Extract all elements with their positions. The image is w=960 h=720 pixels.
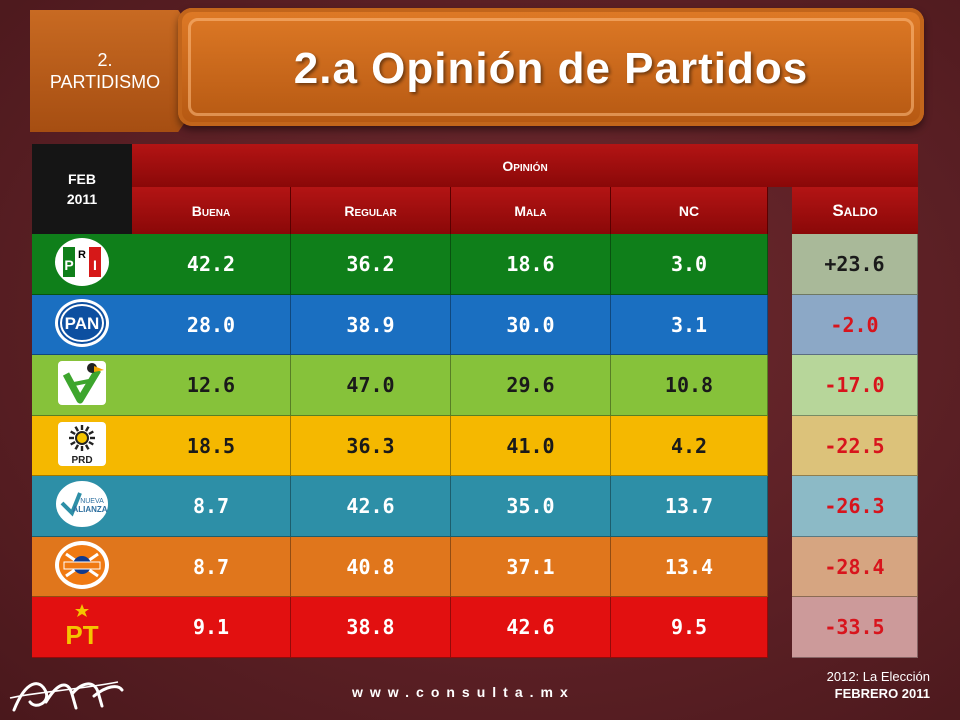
svg-text:ALIANZA: ALIANZA [72,505,107,514]
cell-mala: 35.0 [451,476,611,537]
cell-mala: 30.0 [451,295,611,355]
cell-nc: 13.7 [611,476,768,537]
header-nc-label: NC [678,202,700,219]
prd-logo-icon: PRD [54,419,110,473]
pan-logo-icon: PAN [54,298,110,352]
svg-text:PRD: PRD [71,455,92,466]
footer-event: 2012: La Elección FEBRERO 2011 [827,668,930,702]
cell-saldo: -22.5 [792,416,918,476]
svg-text:I: I [93,257,97,273]
cell-mala: 29.6 [451,355,611,416]
footer-event-date: FEBRERO 2011 [834,686,930,701]
svg-text:PT: PT [65,620,98,650]
cell-saldo: +23.6 [792,234,918,295]
party-logo-cell: PT [32,597,132,658]
cell-buena: 28.0 [132,295,291,355]
header-nc: NC [611,187,768,234]
cell-regular: 38.9 [291,295,451,355]
svg-text:R: R [78,249,86,261]
section-number: 2. [97,50,113,70]
cell-mala: 18.6 [451,234,611,295]
svg-text:PAN: PAN [65,314,100,333]
cell-nc: 3.0 [611,234,768,295]
header-opinion: Opinión [132,144,918,187]
header-regular: Regular [291,187,451,234]
cell-saldo: -28.4 [792,537,918,597]
cell-buena: 18.5 [132,416,291,476]
cell-buena: 8.7 [132,476,291,537]
party-logo-cell: PRD [32,416,132,476]
cell-regular: 47.0 [291,355,451,416]
header-saldo-label: Saldo [832,200,878,220]
date-label: FEB 2011 [32,144,132,234]
header-opinion-label: Opinión [502,157,548,174]
header-mala: Mala [451,187,611,234]
pt-logo-icon: PT [54,600,110,654]
cell-saldo: -17.0 [792,355,918,416]
cell-buena: 8.7 [132,537,291,597]
cell-regular: 36.2 [291,234,451,295]
cell-saldo: -2.0 [792,295,918,355]
cell-mala: 37.1 [451,537,611,597]
footer-event-title: 2012: La Elección [826,669,930,684]
cell-buena: 42.2 [132,234,291,295]
date-month: FEB [68,171,96,187]
party-logo-cell [32,355,132,416]
cell-buena: 9.1 [132,597,291,658]
header-mala-label: Mala [514,202,547,219]
cell-nc: 3.1 [611,295,768,355]
footer-url: www.consulta.mx [352,684,575,700]
nueva-alianza-logo-icon: NUEVA ALIANZA [54,479,110,533]
cell-nc: 13.4 [611,537,768,597]
party-logo-cell: PAN [32,295,132,355]
cell-regular: 38.8 [291,597,451,658]
cell-nc: 4.2 [611,416,768,476]
header-buena-label: Buena [191,202,231,219]
cell-buena: 12.6 [132,355,291,416]
date-year: 2011 [66,191,98,207]
party-logo-cell: NUEVA ALIANZA [32,476,132,537]
cell-saldo: -26.3 [792,476,918,537]
cell-mala: 42.6 [451,597,611,658]
slide-title: 2.a Opinión de Partidos [293,44,809,93]
section-name: PARTIDISMO [49,72,161,92]
consulta-signature-logo [9,681,124,712]
cell-regular: 36.3 [291,416,451,476]
cell-regular: 42.6 [291,476,451,537]
cell-nc: 9.5 [611,597,768,658]
title-banner-frame [188,18,914,116]
convergencia-logo-icon [54,540,110,594]
header-saldo: Saldo [792,187,918,234]
cell-mala: 41.0 [451,416,611,476]
svg-text:NUEVA: NUEVA [80,498,104,505]
party-logo-cell [32,537,132,597]
cell-saldo: -33.5 [792,597,918,658]
title-banner: 2.a Opinión de Partidos [178,8,924,126]
cell-regular: 40.8 [291,537,451,597]
svg-text:P: P [64,257,73,273]
cell-nc: 10.8 [611,355,768,416]
header-regular-label: Regular [344,202,397,219]
pvem-logo-icon [54,358,110,412]
header-buena: Buena [132,187,291,234]
